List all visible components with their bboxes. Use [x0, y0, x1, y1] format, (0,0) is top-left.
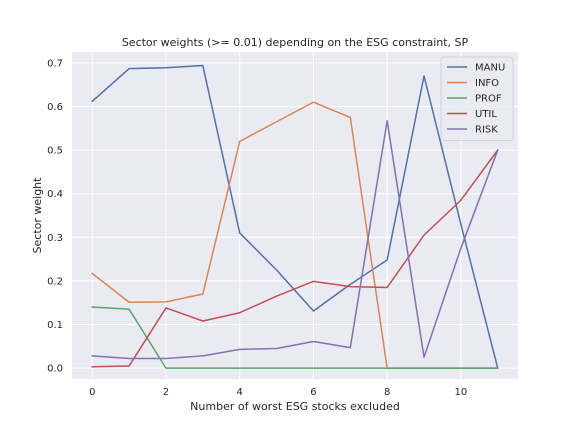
legend-label-manu: MANU — [475, 63, 505, 74]
x-tick-label: 10 — [455, 387, 468, 398]
x-axis-label: Number of worst ESG stocks excluded — [190, 400, 400, 413]
y-tick-label: 0.0 — [47, 364, 63, 375]
x-tick-label: 4 — [237, 387, 243, 398]
chart-title: Sector weights (>= 0.01) depending on th… — [122, 36, 469, 49]
legend-box — [440, 56, 514, 141]
x-tick-label: 6 — [310, 387, 316, 398]
legend-label-risk: RISK — [475, 125, 498, 136]
series-layer — [91, 64, 499, 370]
legend-label-prof: PROF — [475, 94, 502, 105]
y-tick-label: 0.7 — [47, 58, 63, 69]
x-axis: 0 2 4 6 8 10 — [89, 387, 467, 398]
x-tick-label: 8 — [384, 387, 390, 398]
y-tick-label: 0.4 — [47, 189, 63, 200]
y-axis-label: Sector weight — [31, 177, 44, 254]
series-line-manu — [91, 64, 499, 370]
series-line-risk — [91, 120, 499, 360]
y-tick-label: 0.2 — [47, 276, 63, 287]
y-tick-label: 0.3 — [47, 233, 63, 244]
y-tick-label: 0.5 — [47, 146, 63, 157]
x-tick-label: 2 — [163, 387, 169, 398]
legend-label-util: UTIL — [475, 109, 497, 120]
legend-label-info: INFO — [475, 78, 499, 89]
y-axis: 0.0 0.1 0.2 0.3 0.4 0.5 0.6 0.7 — [47, 58, 63, 374]
y-tick-label: 0.1 — [47, 320, 63, 331]
series-line-util — [91, 149, 499, 368]
x-tick-label: 0 — [89, 387, 95, 398]
legend: MANU INFO PROF UTIL RISK — [440, 56, 514, 141]
y-tick-label: 0.6 — [47, 102, 63, 113]
